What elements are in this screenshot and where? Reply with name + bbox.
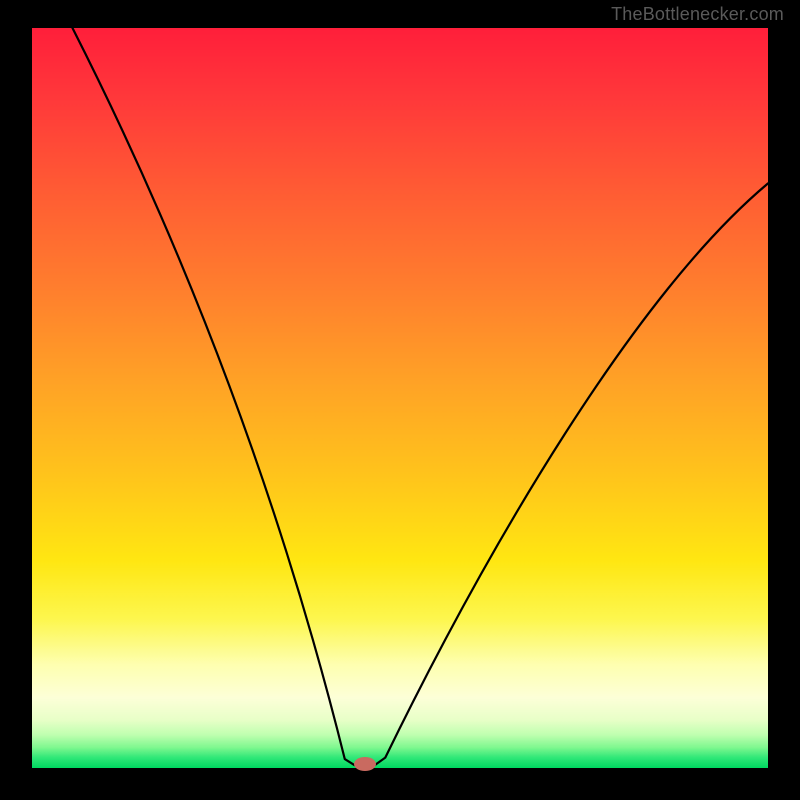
frame-border-right xyxy=(768,0,800,800)
frame-border-left xyxy=(0,0,32,800)
gradient-plot-area xyxy=(32,28,768,768)
optimum-marker xyxy=(354,757,376,771)
frame-border-bottom xyxy=(0,768,800,800)
watermark-text: TheBottlenecker.com xyxy=(611,4,784,25)
